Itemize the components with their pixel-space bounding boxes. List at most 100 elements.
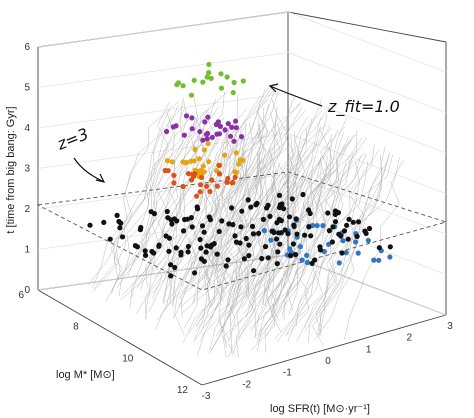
trajectory: [232, 101, 301, 283]
data-point: [216, 171, 223, 177]
trajectory: [218, 150, 300, 333]
trajectory: [209, 174, 268, 354]
trajectory: [165, 108, 248, 292]
trajectory: [110, 112, 174, 292]
x-tick-label: 1: [366, 344, 372, 355]
data-point: [191, 77, 197, 83]
data-point: [165, 215, 171, 221]
trajectory: [256, 114, 328, 296]
trajectory: [217, 162, 281, 341]
data-point: [285, 231, 291, 237]
data-point: [256, 230, 262, 236]
data-point: [224, 179, 230, 185]
data-point: [262, 244, 269, 250]
box-bottom-left-edge: [37, 289, 203, 386]
y-tick-label: 12: [177, 385, 189, 396]
data-point: [246, 242, 252, 248]
data-point: [216, 162, 222, 168]
data-point: [233, 125, 239, 131]
data-point: [387, 244, 393, 250]
data-point: [181, 132, 187, 138]
trajectory: [215, 154, 299, 337]
data-point: [188, 215, 194, 221]
data-point: [205, 141, 211, 147]
data-point: [376, 245, 382, 251]
data-point: [197, 189, 203, 195]
trajectory: [267, 116, 348, 299]
trajectory: [162, 121, 238, 303]
data-point: [200, 163, 206, 169]
data-point: [142, 248, 148, 254]
data-point: [138, 224, 144, 231]
data-point: [149, 248, 155, 255]
data-point: [194, 193, 200, 199]
trajectory: [178, 117, 262, 300]
data-point: [274, 261, 280, 267]
data-point: [151, 211, 157, 217]
y-tick-label: 10: [122, 353, 134, 364]
annotation-z3: z=3: [53, 124, 91, 154]
data-point: [175, 80, 182, 86]
trajectory: [181, 104, 269, 288]
data-point: [269, 228, 275, 234]
data-point: [180, 159, 186, 165]
trajectory: [148, 91, 225, 274]
data-point: [207, 188, 213, 195]
z-tick-label: 3: [24, 164, 30, 175]
data-point: [245, 197, 251, 203]
grid-line: [287, 52, 447, 113]
z-tick-labels: 0 1 2 3 4 5 6: [24, 42, 30, 296]
data-point: [276, 192, 283, 198]
data-point: [180, 183, 186, 190]
trajectory: [287, 161, 360, 342]
data-point: [268, 237, 274, 243]
x-tick-label: -3: [202, 391, 211, 402]
trajectory: [295, 144, 375, 327]
data-point: [307, 210, 313, 217]
data-point: [289, 196, 295, 202]
trajectory: [270, 139, 353, 321]
data-point: [232, 174, 238, 180]
data-point: [251, 268, 257, 274]
trajectory: [122, 97, 188, 277]
data-point: [371, 257, 377, 263]
trajectory: [117, 100, 184, 281]
y-tick-labels: 6 8 10 12: [18, 290, 188, 396]
trajectory: [145, 106, 220, 288]
data-point: [204, 243, 210, 249]
data-point: [180, 83, 186, 89]
data-point: [299, 257, 305, 263]
x-axis-label: log SFR(t) [M⊙·yr⁻¹]: [270, 403, 370, 415]
data-point: [184, 216, 191, 222]
data-point: [223, 263, 229, 269]
data-point: [332, 219, 339, 225]
x-tick-labels: -3 -2 -1 0 1 2 3: [202, 321, 454, 402]
x-tick-label: -1: [283, 368, 292, 379]
data-point: [195, 206, 201, 212]
data-point: [204, 74, 210, 80]
data-point: [169, 159, 175, 165]
trajectory: [153, 98, 219, 279]
x-tick-label: 3: [447, 321, 453, 332]
trajectory: [274, 155, 361, 339]
trajectory: [231, 116, 308, 299]
data-point: [164, 158, 170, 164]
trajectory: [127, 96, 198, 277]
data-point: [203, 249, 209, 255]
data-point: [202, 119, 208, 125]
data-point: [101, 219, 107, 225]
data-point: [189, 126, 195, 132]
data-point: [291, 222, 297, 228]
data-point: [214, 251, 220, 257]
trajectory: [165, 129, 236, 311]
data-point: [230, 90, 236, 96]
data-point: [192, 270, 198, 276]
trajectory: [296, 160, 369, 342]
data-point: [185, 243, 191, 250]
data-point: [229, 205, 235, 211]
data-point: [207, 217, 213, 223]
data-point: [332, 211, 338, 217]
data-point: [224, 74, 230, 80]
x-tick-label: -2: [242, 379, 251, 390]
data-point: [304, 252, 310, 258]
